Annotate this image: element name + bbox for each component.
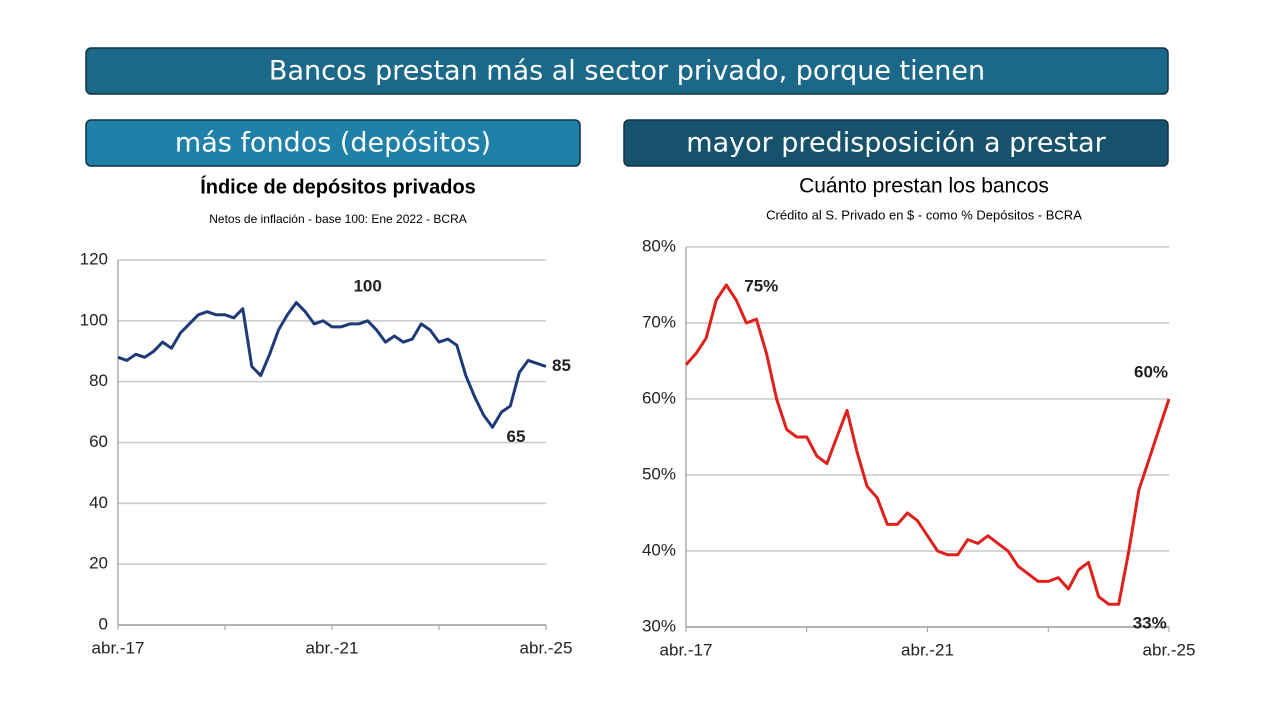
y-tick-label: 60 bbox=[89, 432, 108, 451]
y-tick-label: 100 bbox=[80, 310, 108, 329]
banner-text: Bancos prestan más al sector privado, po… bbox=[269, 56, 985, 87]
panel-header-text: mayor predisposición a prestar bbox=[686, 128, 1106, 159]
x-tick-label: abr.-17 bbox=[660, 640, 713, 659]
value-label: 65 bbox=[507, 427, 526, 446]
banner bbox=[85, 47, 1169, 95]
value-label: 100 bbox=[353, 276, 381, 295]
y-tick-label: 50% bbox=[642, 464, 676, 483]
y-tick-label: 120 bbox=[80, 249, 108, 268]
value-label: 85 bbox=[552, 356, 571, 375]
panel-header bbox=[623, 119, 1169, 167]
y-tick-label: 80 bbox=[89, 371, 108, 390]
value-label: 33% bbox=[1133, 614, 1167, 633]
value-label: 75% bbox=[744, 276, 778, 295]
x-tick-label: abr.-25 bbox=[520, 638, 573, 657]
y-tick-label: 40 bbox=[89, 493, 108, 512]
line bbox=[117, 301, 547, 429]
value-label: 60% bbox=[1134, 362, 1168, 381]
panel-header bbox=[85, 119, 581, 167]
x-tick-label: abr.-17 bbox=[92, 638, 145, 657]
x-tick-label: abr.-21 bbox=[306, 638, 359, 657]
chart-subtitle: Netos de inflación - base 100: Ene 2022 … bbox=[209, 212, 466, 226]
line bbox=[684, 283, 1171, 606]
x-tick-label: abr.-21 bbox=[901, 640, 954, 659]
y-tick-label: 20 bbox=[89, 554, 108, 573]
x-tick-label: abr.-25 bbox=[1143, 640, 1196, 659]
chart-title: Índice de depósitos privados bbox=[200, 175, 476, 198]
y-tick-label: 40% bbox=[642, 540, 676, 559]
y-tick-label: 60% bbox=[642, 388, 676, 407]
panel-header-text: más fondos (depósitos) bbox=[175, 128, 491, 159]
y-tick-label: 80% bbox=[642, 236, 676, 255]
chart-subtitle: Crédito al S. Privado en $ - como % Depó… bbox=[766, 207, 1082, 222]
chart-title: Cuánto prestan los bancos bbox=[799, 175, 1049, 198]
y-tick-label: 0 bbox=[99, 614, 108, 633]
y-tick-label: 30% bbox=[642, 616, 676, 635]
y-tick-label: 70% bbox=[642, 312, 676, 331]
